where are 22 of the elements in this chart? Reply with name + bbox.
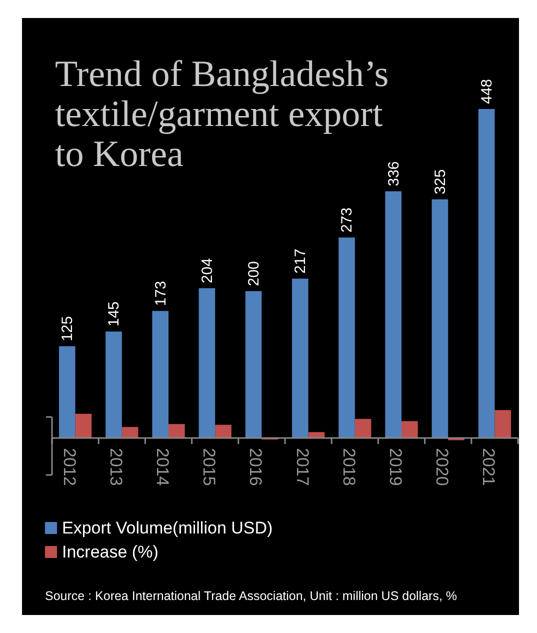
- data-label: 273: [338, 207, 356, 233]
- x-tick-label: 2014: [153, 448, 172, 486]
- data-label: 145: [106, 301, 123, 327]
- data-label: 200: [246, 261, 263, 286]
- x-tick-label: 2019: [386, 448, 405, 486]
- data-label: 448: [478, 78, 496, 104]
- legend-label: Export Volume(million USD): [62, 518, 273, 538]
- x-tick-label: 2021: [479, 448, 498, 486]
- data-label: 125: [59, 316, 76, 342]
- source-note: Source : Korea International Trade Association, Unit : million US dollars, %: [45, 589, 458, 603]
- x-tick-label: 2018: [339, 448, 358, 486]
- data-label: 217: [292, 248, 310, 274]
- x-tick-label: 2015: [200, 448, 219, 486]
- x-tick-label: 2017: [292, 448, 312, 486]
- x-tick-label: 2013: [106, 448, 126, 486]
- legend-label: Increase (%): [62, 542, 158, 562]
- data-label: 173: [152, 280, 170, 306]
- data-label: 204: [198, 258, 216, 284]
- x-tick-label: 2016: [246, 448, 266, 486]
- x-tick-label: 2020: [432, 448, 452, 486]
- data-label: 325: [432, 169, 449, 194]
- x-tick-label: 2012: [60, 448, 79, 486]
